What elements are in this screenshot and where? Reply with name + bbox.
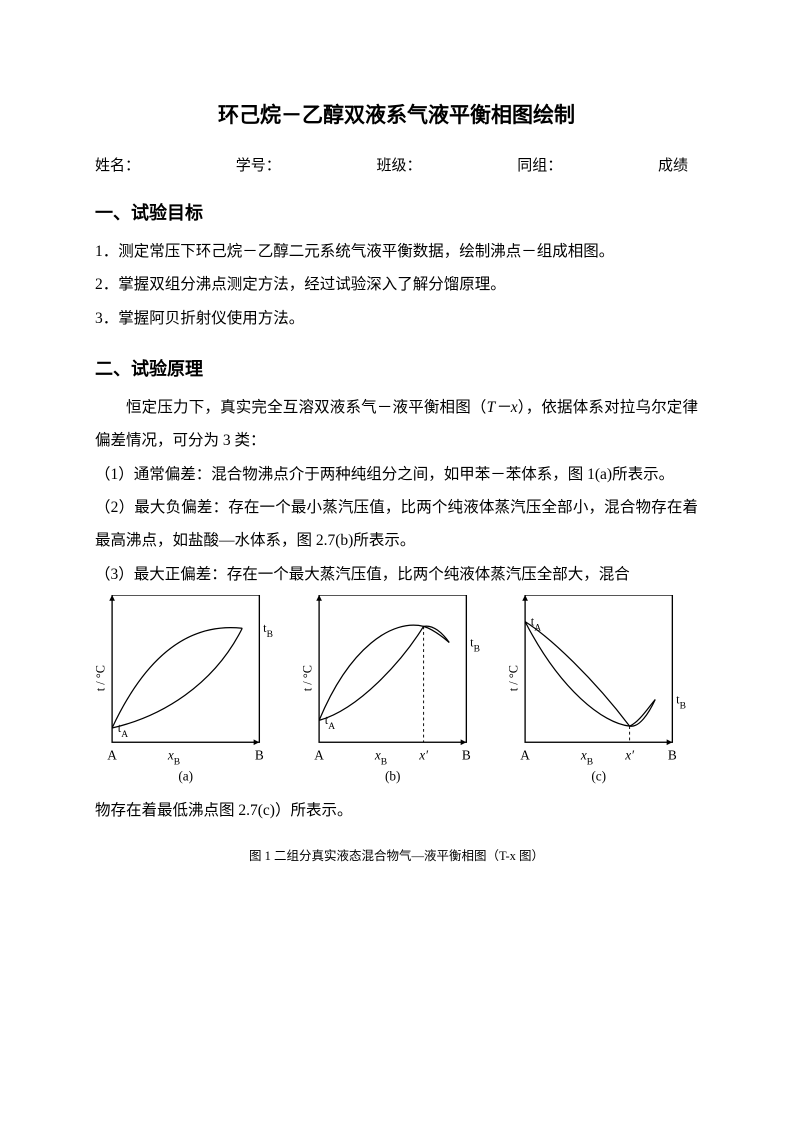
p1b: T－x	[487, 399, 518, 416]
section1-item2: 2．掌握双组分沸点测定方法，经过试验深入了解分馏原理。	[95, 268, 698, 301]
figure-row: t / °CtAtBAxBB(a) t / °CtAtBAxBx′B(b) t …	[95, 595, 698, 795]
p1a: 恒定压力下，真实完全互溶双液系气－液平衡相图（	[126, 399, 487, 416]
section2-heading: 二、试验原理	[95, 351, 698, 387]
label-group: 同组：	[517, 151, 562, 181]
svg-text:xB: xB	[167, 747, 180, 767]
svg-text:tB: tB	[470, 635, 480, 654]
svg-text:B: B	[668, 747, 677, 762]
svg-text:A: A	[520, 747, 530, 762]
doc-title: 环己烷－乙醇双液系气液平衡相图绘制	[95, 95, 698, 137]
svg-text:(b): (b)	[384, 768, 400, 783]
svg-text:t / °C: t / °C	[508, 665, 521, 691]
svg-text:t / °C: t / °C	[95, 665, 108, 691]
section2-p2: （1）通常偏差：混合物沸点介于两种纯组分之间，如甲苯－苯体系，图 1(a)所表示…	[95, 458, 698, 491]
figure-panel-a: t / °CtAtBAxBB(a)	[95, 595, 285, 795]
svg-text:B: B	[461, 747, 470, 762]
section2-p5: 物存在着最低沸点图 2.7(c)）所表示。	[95, 794, 698, 827]
section2-p4: （3）最大正偏差：存在一个最大蒸汽压值，比两个纯液体蒸汽压全部大，混合	[95, 558, 698, 591]
label-name: 姓名：	[95, 151, 140, 181]
label-score: 成绩	[658, 151, 688, 181]
label-class: 班级：	[376, 151, 421, 181]
section2-p3: （2）最大负偏差：存在一个最小蒸汽压值，比两个纯液体蒸汽压全部小，混合物存在着最…	[95, 491, 698, 558]
svg-text:tA: tA	[531, 614, 541, 633]
section1-heading: 一、试验目标	[95, 195, 698, 231]
figure-caption: 图 1 二组分真实液态混合物气—液平衡相图（T-x 图）	[95, 844, 698, 869]
section1-item3: 3．掌握阿贝折射仪使用方法。	[95, 302, 698, 335]
section2-p1: 恒定压力下，真实完全互溶双液系气－液平衡相图（T－x），依据体系对拉乌尔定律偏差…	[95, 391, 698, 458]
svg-text:t / °C: t / °C	[302, 665, 315, 691]
figure-panel-c: t / °C tA tB AxB x′ B (c)	[508, 595, 698, 795]
svg-text:A: A	[107, 747, 117, 762]
svg-text:x′: x′	[624, 747, 635, 762]
svg-text:tB: tB	[676, 692, 686, 711]
page: 环己烷－乙醇双液系气液平衡相图绘制 姓名： 学号： 班级： 同组： 成绩 一、试…	[0, 0, 793, 1122]
svg-text:x′: x′	[418, 747, 429, 762]
section1-item1: 1．测定常压下环己烷－乙醇二元系统气液平衡数据，绘制沸点－组成相图。	[95, 235, 698, 268]
svg-text:B: B	[255, 747, 264, 762]
figure-panel-b: t / °CtAtBAxBx′B(b)	[302, 595, 492, 795]
svg-text:A: A	[314, 747, 324, 762]
svg-text:xB: xB	[373, 747, 386, 767]
svg-text:tB: tB	[263, 621, 273, 640]
info-line: 姓名： 学号： 班级： 同组： 成绩	[95, 151, 698, 181]
svg-text:(c): (c)	[591, 768, 606, 783]
label-id: 学号：	[236, 151, 281, 181]
svg-text:(a): (a)	[178, 768, 193, 783]
svg-text:xB: xB	[580, 747, 593, 767]
